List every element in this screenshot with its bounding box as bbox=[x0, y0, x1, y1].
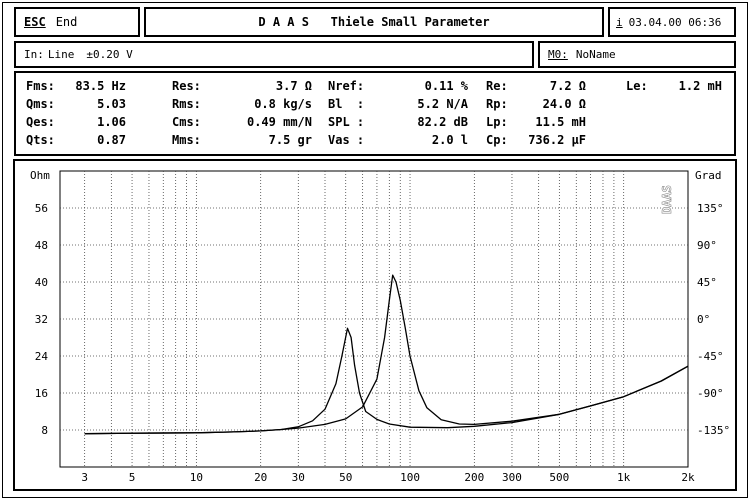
param-value: 0.11 % bbox=[424, 79, 468, 93]
input-value: Line bbox=[47, 48, 75, 61]
param-label: Qts: bbox=[26, 133, 55, 147]
page-title: D A A S Thiele Small Parameter bbox=[144, 7, 604, 37]
param-value: 0.87 bbox=[97, 133, 126, 147]
info-icon[interactable]: i bbox=[616, 15, 623, 29]
param-label: Cms: bbox=[172, 115, 201, 129]
param-label: Cp: bbox=[486, 133, 508, 147]
param-value: 1.2 mH bbox=[678, 79, 722, 93]
param-value: 5.2 N/A bbox=[417, 97, 468, 111]
range-value: ±0.20 V bbox=[86, 48, 133, 61]
esc-end-button[interactable]: ESC End bbox=[14, 7, 140, 37]
input-label: In: bbox=[24, 48, 44, 61]
memory-value: NoName bbox=[575, 48, 616, 61]
param-label: Nref: bbox=[328, 79, 365, 93]
datetime: 03.04.00 06:36 bbox=[628, 15, 722, 29]
param-value: 7.5 gr bbox=[268, 133, 312, 147]
datetime-box[interactable]: i 03.04.00 06:36 bbox=[608, 7, 736, 37]
param-label: Res: bbox=[172, 79, 201, 93]
param-value: 11.5 mH bbox=[535, 115, 586, 129]
param-value: 2.0 l bbox=[431, 133, 468, 147]
end-label: End bbox=[55, 15, 78, 29]
param-label: SPL : bbox=[328, 115, 365, 129]
param-label: Qes: bbox=[26, 115, 55, 129]
memory-label: M0: bbox=[548, 48, 568, 61]
param-value: 736.2 µF bbox=[528, 133, 586, 147]
param-label: Rms: bbox=[172, 97, 201, 111]
param-value: 0.49 mm/N bbox=[246, 115, 312, 129]
param-label: Mms: bbox=[172, 133, 201, 147]
param-label: Fms: bbox=[26, 79, 55, 93]
param-value: 1.06 bbox=[97, 115, 126, 129]
param-value: 7.2 Ω bbox=[549, 79, 586, 93]
param-value: 24.0 Ω bbox=[542, 97, 586, 111]
param-label: Lp: bbox=[486, 115, 508, 129]
param-value: 82.2 dB bbox=[417, 115, 468, 129]
input-selector[interactable]: In: Line ±0.20 V bbox=[14, 41, 534, 68]
param-label: Vas : bbox=[328, 133, 365, 147]
param-label: Bl : bbox=[328, 97, 365, 111]
param-label: Le: bbox=[626, 79, 648, 93]
memory-selector[interactable]: M0: NoName bbox=[538, 41, 736, 68]
esc-label: ESC bbox=[24, 15, 46, 29]
parameters-panel: Fms: 83.5 Hz Res: 3.7 Ω Nref: 0.11 % Re: 7.2 Ω L… bbox=[14, 71, 736, 156]
param-value: 5.03 bbox=[97, 97, 126, 111]
param-value: 83.5 Hz bbox=[75, 79, 126, 93]
param-label: Qms: bbox=[26, 97, 55, 111]
param-label: Re: bbox=[486, 79, 508, 93]
param-value: 0.8 kg/s bbox=[254, 97, 312, 111]
param-label: Rp: bbox=[486, 97, 508, 111]
param-value: 3.7 Ω bbox=[275, 79, 312, 93]
